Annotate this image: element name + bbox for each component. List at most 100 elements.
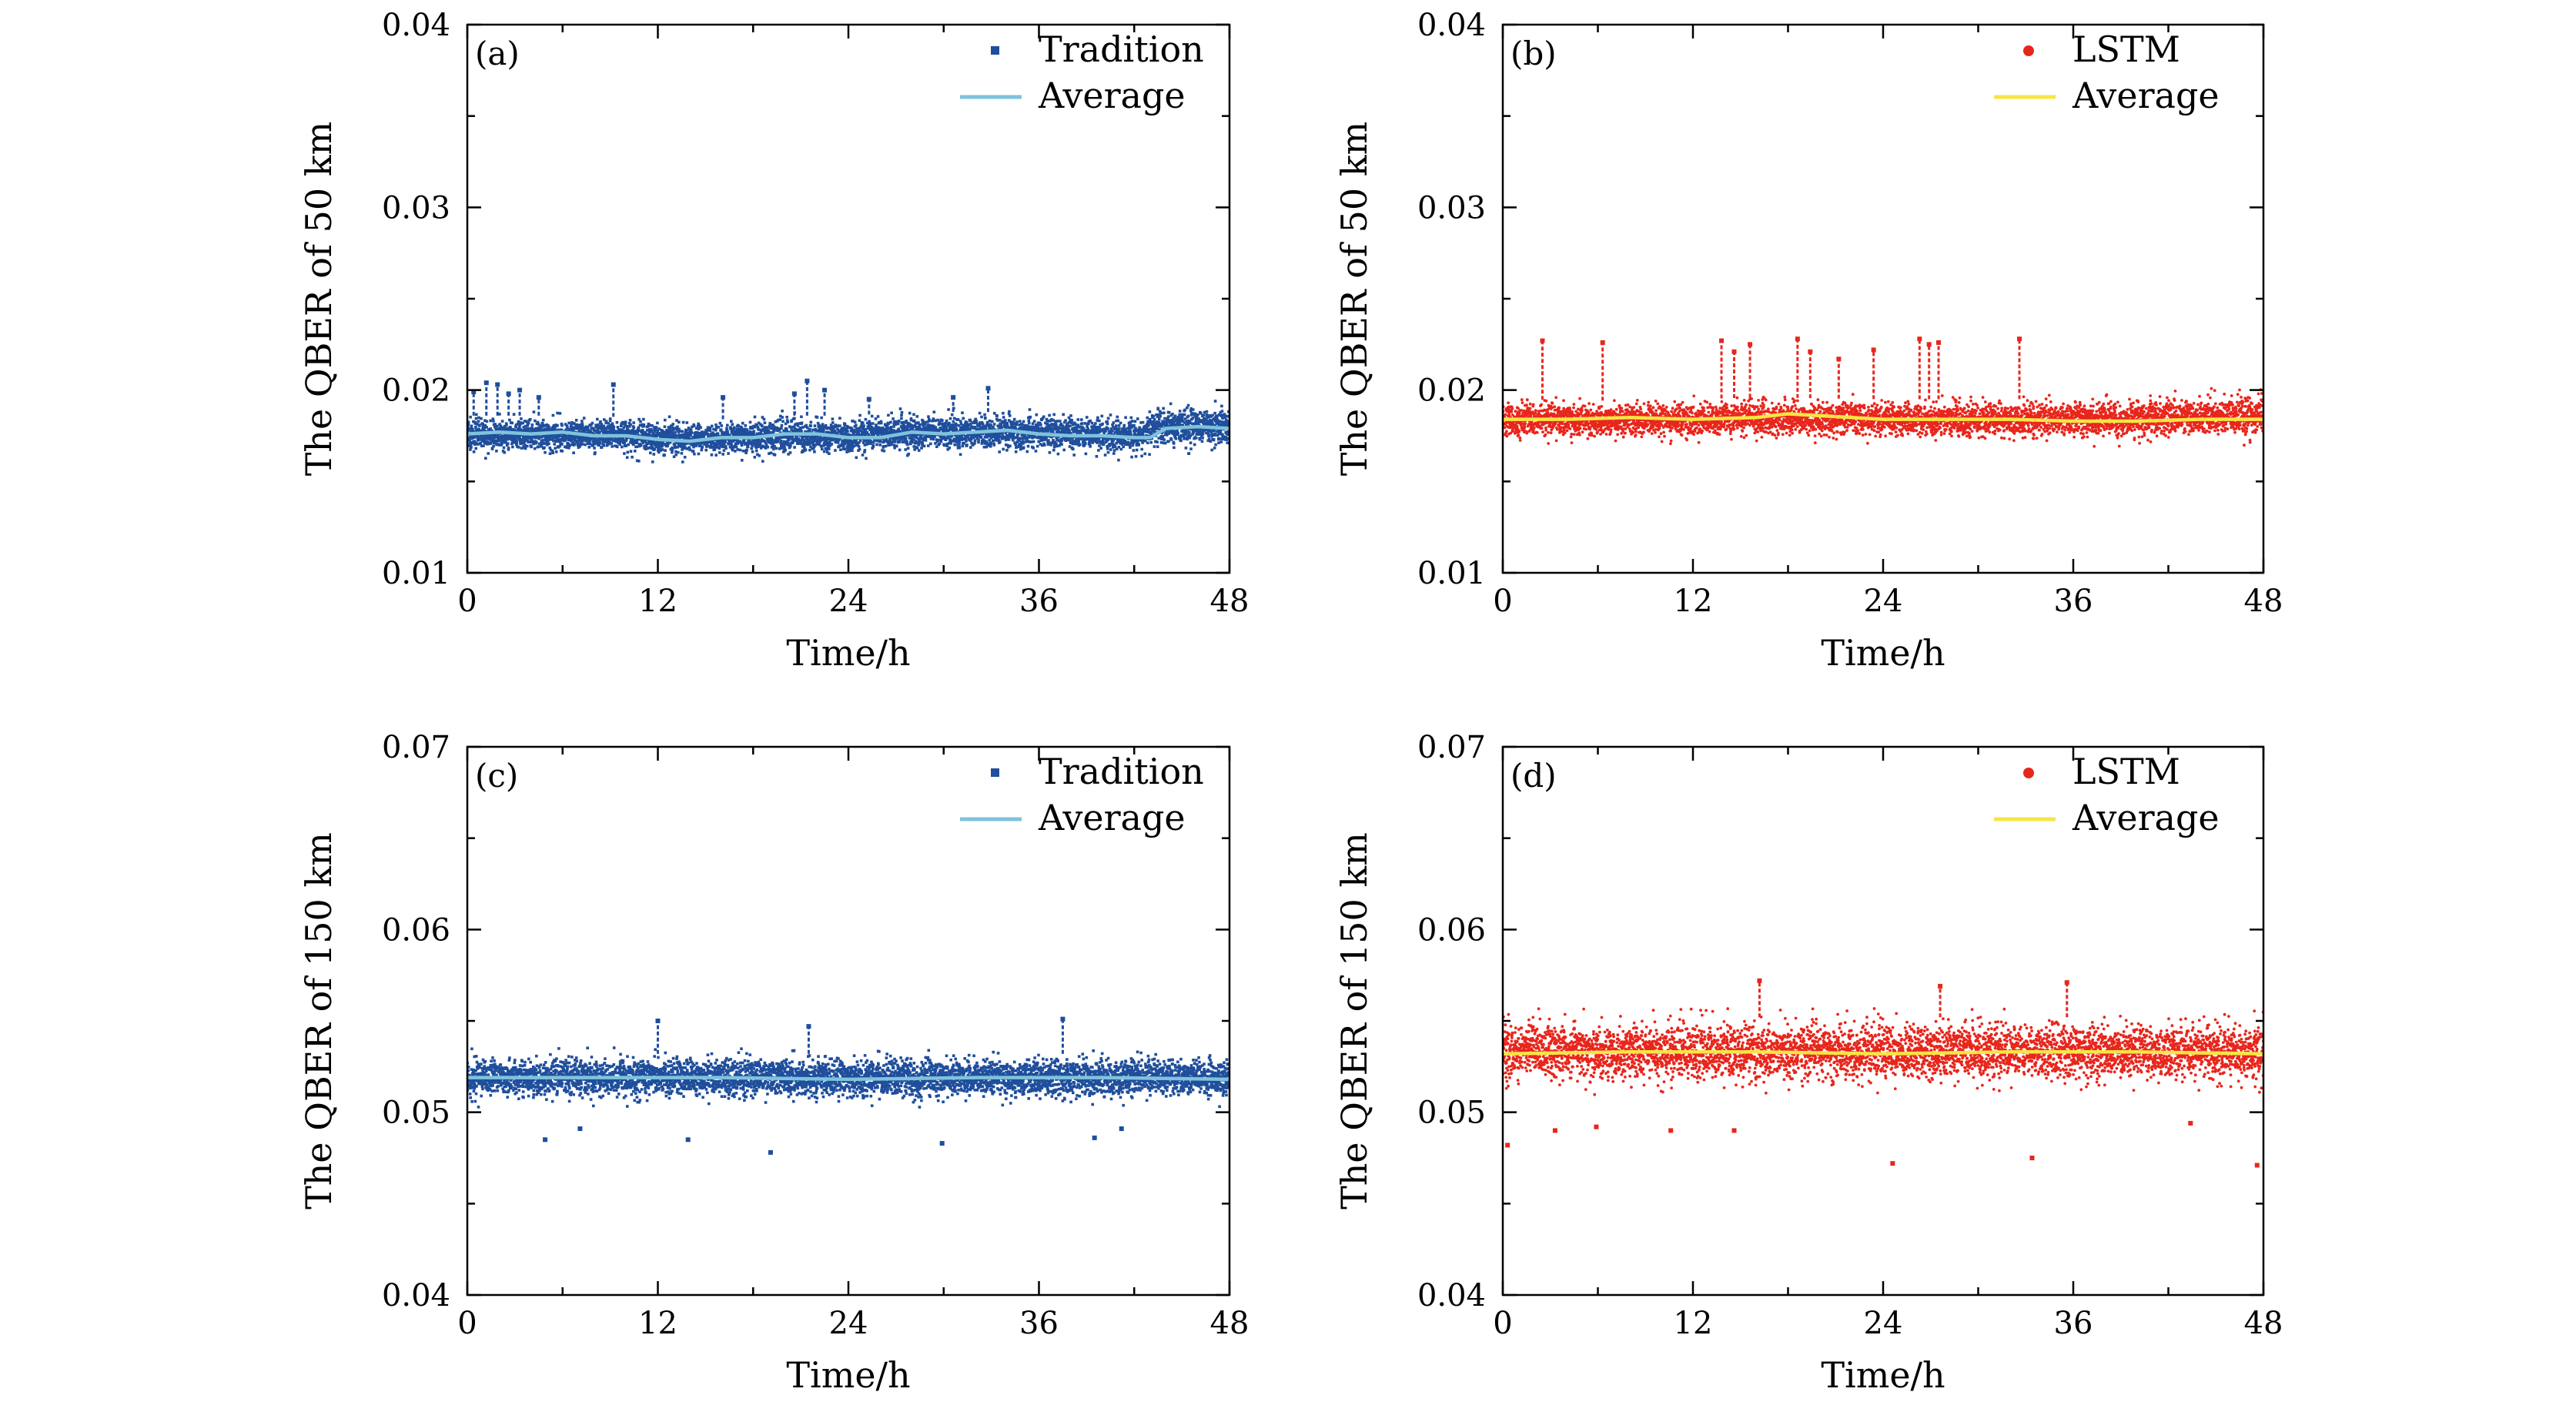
data-point (917, 443, 921, 447)
data-point (861, 433, 865, 437)
data-point (751, 450, 754, 453)
data-point (1134, 455, 1138, 458)
data-point (819, 427, 822, 430)
data-point (641, 441, 645, 444)
data-point (1086, 431, 1089, 434)
data-point (973, 442, 976, 445)
data-point (1069, 414, 1072, 417)
data-point (1157, 420, 1161, 424)
data-point (853, 441, 856, 444)
data-point (871, 428, 875, 432)
data-point (726, 433, 730, 437)
data-point (576, 426, 579, 429)
data-point (584, 443, 587, 447)
data-point (1189, 441, 1193, 444)
data-point (902, 440, 905, 443)
data-point (992, 423, 996, 426)
data-point (1122, 438, 1125, 442)
data-point (924, 439, 928, 442)
data-point (490, 439, 493, 442)
data-point (1167, 440, 1170, 443)
data-point (921, 441, 925, 444)
data-point (631, 455, 634, 459)
data-point (734, 450, 737, 453)
data-point (959, 426, 963, 430)
data-point (651, 460, 654, 463)
data-point (782, 440, 786, 443)
data-point (669, 429, 672, 433)
data-point (1046, 427, 1050, 431)
data-point (1034, 450, 1038, 453)
data-point (516, 422, 520, 426)
data-point (502, 427, 506, 431)
data-point (965, 421, 969, 424)
data-point (1026, 444, 1030, 448)
data-point (483, 436, 486, 439)
data-point (1015, 436, 1019, 439)
data-point (851, 440, 855, 443)
data-point (1178, 413, 1181, 417)
data-point (510, 421, 514, 425)
data-point (575, 435, 579, 439)
data-point (526, 423, 530, 427)
data-point (1129, 424, 1132, 427)
data-point (962, 426, 965, 430)
data-point (791, 434, 795, 437)
data-point (738, 440, 741, 443)
data-point (1186, 406, 1189, 410)
data-point (1040, 418, 1043, 421)
data-point (855, 456, 858, 460)
data-point (647, 433, 651, 436)
data-point (784, 422, 788, 426)
data-point (840, 443, 844, 447)
data-point (1041, 436, 1044, 440)
data-point (551, 451, 554, 454)
data-point (892, 430, 895, 434)
data-point (1094, 425, 1097, 429)
data-point (1112, 439, 1115, 442)
data-point (512, 439, 515, 443)
data-point (1056, 429, 1060, 432)
data-point (830, 443, 834, 446)
data-point (1070, 421, 1073, 424)
data-point (992, 443, 996, 447)
data-point (1050, 423, 1054, 426)
data-point (885, 432, 888, 436)
data-point (1040, 438, 1043, 442)
data-point (472, 450, 476, 453)
data-point (701, 445, 704, 449)
data-point (827, 445, 830, 449)
data-point (587, 446, 591, 449)
data-point (1005, 443, 1008, 447)
data-point (825, 439, 828, 442)
data-point (842, 427, 846, 430)
data-point (663, 453, 666, 457)
data-point (1141, 420, 1145, 424)
data-point (1100, 428, 1104, 431)
data-point (1082, 427, 1086, 430)
data-point (820, 424, 823, 428)
data-point (912, 445, 915, 448)
data-point (755, 433, 758, 437)
data-point (540, 422, 544, 425)
data-point (753, 415, 757, 419)
data-point (673, 435, 677, 439)
data-point (1063, 420, 1066, 424)
data-point (744, 427, 748, 431)
data-point (835, 431, 838, 435)
data-point (1140, 439, 1143, 442)
data-point (1191, 417, 1195, 420)
data-point (658, 446, 662, 450)
data-point (1090, 421, 1094, 425)
data-point (668, 427, 671, 430)
data-point (1035, 444, 1039, 448)
data-point (764, 447, 768, 450)
data-point (840, 432, 843, 435)
data-point (1143, 440, 1147, 443)
data-point (480, 417, 483, 420)
data-point (918, 428, 922, 431)
data-point (960, 438, 963, 441)
data-point (675, 419, 678, 422)
data-point (657, 433, 661, 437)
data-point (673, 443, 677, 447)
